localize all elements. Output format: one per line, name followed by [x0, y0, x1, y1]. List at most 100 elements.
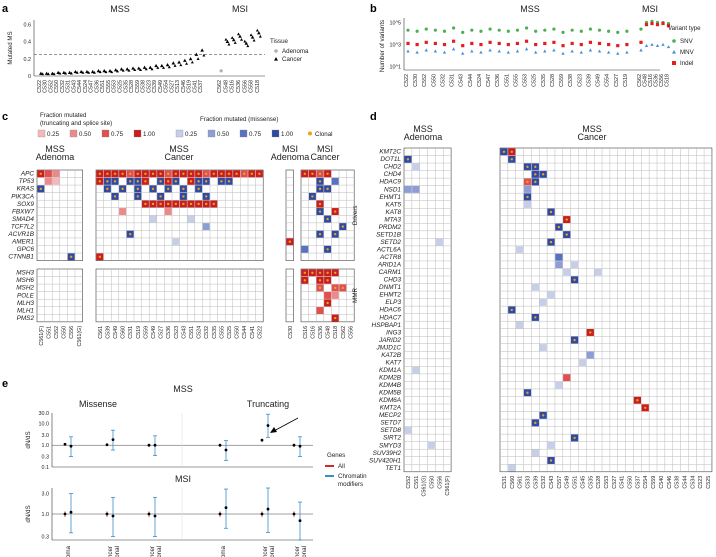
panel-d-cell: [523, 185, 532, 193]
panel-c-sample: C550: [235, 326, 241, 339]
panel-a-point: [81, 71, 85, 74]
panel-b-snv-point: [406, 28, 410, 32]
panel-c-mmr-cell: [324, 291, 332, 299]
panel-c-cell-clonal: [151, 187, 155, 191]
panel-b-mnv-point: [650, 42, 654, 46]
panel-e-arrow-line: [271, 417, 299, 433]
panel-a-group-mss: MSS: [110, 4, 130, 14]
panel-a-xtick: C549: [158, 80, 164, 93]
panel-a-xtick: C537: [198, 80, 204, 93]
panel-d-gene: HDAC9: [379, 179, 401, 186]
panel-a-legend-adenoma: Adenoma: [282, 48, 309, 55]
panel-a-point: [115, 69, 119, 73]
panel-a-label: a: [2, 3, 9, 15]
panel-c-sample: C556: [348, 326, 354, 339]
panel-d-gene: CHD4: [384, 171, 402, 178]
panel-c-driver-gene: KRAS: [17, 186, 35, 193]
panel-b-snv-point: [625, 29, 629, 33]
panel-b-indel-point: [534, 42, 538, 47]
panel-b-xtick: C536: [495, 74, 501, 87]
panel-a-xtick: C554: [164, 80, 170, 93]
panel-c-cell-clonal: [136, 195, 139, 198]
panel-e-mss-all-point: [260, 438, 264, 442]
panel-a-point: [171, 61, 176, 65]
panel-b-mnv-point: [442, 50, 447, 54]
panel-c-cell-clonal: [159, 180, 162, 183]
panel-c-legend-clonal: Clonal: [315, 131, 333, 138]
panel-d-group-title: Adenoma: [404, 132, 443, 142]
panel-a-point: [98, 70, 102, 74]
panel-c-cell-clonal: [167, 180, 170, 183]
panel-a-point: [165, 63, 170, 67]
panel-c-cell-clonal: [182, 187, 185, 191]
panel-b-xtick: C548: [643, 74, 649, 87]
panel-e-legend-chrom-2: modifiers: [338, 481, 363, 488]
panel-b-snv-point: [442, 29, 447, 33]
panel-c-cell-clonal: [174, 180, 177, 183]
panel-b-snv-point: [433, 28, 437, 32]
panel-c-sample: C548: [326, 326, 332, 339]
panel-c-cell-clonal: [197, 202, 200, 206]
panel-b-xtick: C555: [513, 74, 519, 87]
panel-b-xtick: C554: [605, 74, 611, 87]
panel-a-point: [56, 70, 60, 74]
panel-c-cell-clonal: [212, 202, 215, 206]
panel-a-point: [244, 41, 249, 45]
panel-a-point: [121, 68, 125, 72]
panel-c-legend-miss-swatch: [271, 129, 280, 138]
panel-d-gene: CHD2: [384, 164, 402, 171]
panel-c-cell-clonal: [311, 195, 314, 198]
panel-a-point: [249, 33, 253, 37]
panel-e-msi-all-point: [292, 512, 296, 516]
panel-c-cell-clonal: [205, 180, 208, 183]
panel-c-mmr-cell-clonal: [311, 271, 314, 274]
panel-d-cell: [531, 449, 539, 457]
panel-b-indel-point: [497, 41, 501, 46]
panel-d-gene: SUV39H2: [373, 450, 402, 457]
panel-a-xtick: C562: [217, 80, 223, 93]
panel-c-cell-clonal: [144, 180, 147, 183]
panel-b-mnv-point: [606, 50, 611, 54]
panel-a-point: [104, 70, 108, 74]
panel-c-cell-clonal: [318, 232, 322, 236]
panel-c-cell: [44, 177, 52, 185]
panel-e-legend-chrom: Chromatin: [338, 473, 367, 480]
panel-d-gene: HDAC6: [379, 307, 401, 314]
panel-a-point: [41, 72, 45, 76]
panel-c-legend-miss-title: Fraction mutated (missense): [200, 116, 278, 123]
panel-b-snv-point: [415, 29, 419, 33]
panel-c-sample: C561: [98, 326, 104, 339]
panel-a-xtick: C548: [223, 80, 229, 93]
panel-c-cell-clonal: [129, 180, 132, 183]
panel-d-cell-clonal: [565, 218, 568, 221]
panel-a-xtick: C544: [77, 80, 83, 93]
panel-c-sample: C536: [166, 326, 172, 339]
panel-c-cell-clonal: [243, 172, 246, 175]
panel-d-gene: ELP3: [385, 299, 401, 306]
panel-c-legend-miss-swatch: [207, 129, 216, 138]
panel-a-xtick: C541: [192, 80, 198, 93]
panel-e-xtick: Cancer: [107, 546, 114, 557]
panel-c-cell-clonal: [106, 172, 109, 175]
panel-d-gene: ACTL6A: [376, 246, 401, 253]
panel-c-sample: C531: [128, 326, 134, 339]
panel-d-cell: [516, 246, 524, 254]
panel-b-indel-point: [524, 39, 529, 43]
panel-e-msi-chrom-point: [266, 507, 270, 511]
panel-d-cell: [404, 185, 412, 193]
panel-c-cell-clonal: [311, 172, 314, 175]
panel-a-point: [194, 52, 199, 56]
panel-b-snv-point: [497, 28, 501, 32]
panel-d-sample: C559: [651, 476, 657, 489]
panel-d-gene: NSD1: [384, 186, 401, 193]
panel-c-cell-clonal: [212, 172, 215, 175]
panel-b-mnv-point: [655, 43, 660, 48]
panel-a-point: [125, 67, 130, 71]
panel-b-indel-point: [639, 40, 643, 44]
panel-c-sample: C561(G): [77, 326, 83, 347]
panel-a-point: [113, 68, 118, 72]
panel-e-xtick: subclonal: [301, 546, 308, 557]
panel-b-indel-point: [570, 41, 574, 46]
panel-c-cell-clonal: [167, 187, 170, 191]
panel-d-gene: SIRT2: [383, 435, 401, 442]
